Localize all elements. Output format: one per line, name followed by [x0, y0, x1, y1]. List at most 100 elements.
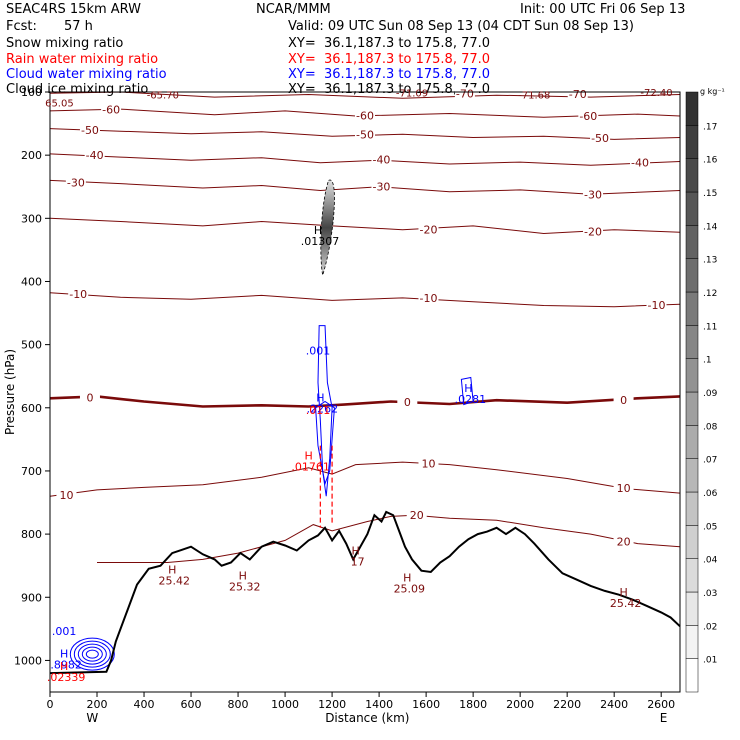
contour-label-bg [355, 128, 375, 141]
marker-h: H [351, 544, 359, 557]
contour-label: -70 [569, 88, 587, 101]
x-tick-label: 1200 [318, 698, 346, 711]
x-tick-label: 2600 [647, 698, 675, 711]
contour--10 [49, 292, 681, 308]
colorbar-label: .16 [703, 156, 718, 166]
colorbar-cell [685, 525, 699, 559]
hydrometeor-contours [69, 179, 474, 671]
contour-label-bg [630, 156, 651, 169]
contour-label: 0 [620, 394, 627, 407]
contour-label-bg [454, 87, 475, 100]
marker-value: .011 [306, 404, 331, 417]
x-tick-label: 400 [134, 698, 155, 711]
marker-value: .001 [306, 345, 331, 358]
colorbar-cell [685, 625, 699, 659]
colorbar-label: .07 [703, 456, 717, 466]
contour-label-bg [418, 223, 439, 236]
y-tick-label: 1000 [14, 654, 42, 667]
marker-h: H [60, 660, 68, 673]
marker-value: .8982 [50, 658, 82, 671]
contour-10 [49, 461, 681, 497]
contour-0 [49, 395, 681, 408]
contour-label-bg [418, 457, 439, 470]
marker-h: H [314, 224, 322, 237]
forecast-hour: 57 h [64, 19, 93, 34]
marker-h: H [316, 391, 324, 404]
colorbar-cell [685, 491, 699, 526]
y-tick-label: 100 [21, 86, 42, 99]
contour-label: -50 [356, 128, 374, 141]
marker-h: H [239, 570, 247, 583]
marker-value: .02339 [47, 671, 86, 684]
contour--30 [49, 179, 681, 195]
contour-extreme-label: 65.05 [45, 99, 74, 110]
plot-frame-group: 0 200 400 600 800 1000 1200 1400 1600 1800 2000 220… [3, 86, 681, 725]
contour-label: 0 [404, 396, 411, 409]
contour-label: 20 [410, 509, 424, 522]
contour-label: -40 [631, 157, 649, 170]
x-tick-label: 2200 [553, 698, 581, 711]
x-end-west: W [86, 711, 98, 725]
colorbar-cell [685, 191, 699, 226]
marker-h: H [403, 571, 411, 584]
colorbar-label: .17 [703, 122, 717, 132]
contour-label: -20 [419, 224, 437, 237]
x-tick-label: 600 [181, 698, 202, 711]
cloud-water-contour [81, 646, 103, 662]
contour-extreme-label: -72.40 [640, 88, 672, 99]
colorbar-label: .04 [703, 556, 718, 566]
x-tick-label: 2400 [600, 698, 628, 711]
cloud-water-contour [460, 376, 474, 406]
contour-label: -30 [372, 181, 390, 194]
field-rain-xy: XY= 36.1,187.3 to 175.8, 77.0 [288, 52, 491, 67]
colorbar-label: .06 [703, 489, 718, 499]
contour-label-bg [583, 188, 604, 201]
marker-h: H [304, 450, 312, 463]
colorbar-label: .15 [703, 189, 717, 199]
colorbar-cell [685, 391, 699, 426]
field-cloud-water-xy: XY= 36.1,187.3 to 175.8, 77.0 [288, 67, 491, 82]
init-time: Init: 00 UTC Fri 06 Sep 13 [520, 2, 686, 17]
snow-plume [320, 179, 335, 276]
contour-extreme-label: -71.68 [518, 90, 550, 101]
colorbar-label: .03 [703, 589, 717, 599]
contour-label: -50 [591, 132, 609, 145]
x-tick-label: 200 [87, 698, 108, 711]
colorbar-cell [685, 125, 699, 159]
marker-h: H [60, 647, 68, 660]
contour-label-bg [646, 298, 667, 311]
contour-label-bg [355, 109, 375, 122]
y-tick-label: 600 [21, 402, 42, 415]
x-end-east: E [660, 711, 668, 725]
contour-label: -70 [456, 87, 474, 100]
contour-label: -10 [419, 292, 437, 305]
contour-label-bg [578, 110, 599, 122]
colorbar-cell [685, 658, 699, 693]
colorbar-unit: g kg⁻¹ [700, 87, 725, 96]
y-tick-label: 200 [21, 149, 42, 162]
y-tick-label: 300 [21, 212, 42, 225]
y-tick-label: 700 [21, 465, 42, 478]
colorbar-label: .12 [703, 289, 717, 299]
contour-label-bg [101, 103, 122, 116]
contour-label: -30 [67, 176, 85, 189]
colorbar-label: .14 [703, 222, 718, 232]
valid-time: Valid: 09 UTC Sun 08 Sep 13 (04 CDT Sun … [288, 19, 634, 34]
marker-value: 25.09 [394, 582, 426, 595]
y-axis-label: Pressure (hPa) [3, 349, 17, 435]
contour-label: 20 [617, 536, 631, 549]
contour--20 [49, 217, 681, 235]
contour-label-bg [68, 288, 89, 301]
colorbar-label: .1 [703, 356, 712, 366]
contour-label-bg [613, 482, 634, 494]
contour-label-bg [590, 132, 611, 145]
contour--40 [49, 153, 681, 166]
contour-label-bg [79, 123, 100, 136]
contour-label: -40 [372, 154, 390, 167]
marker-h: H [168, 563, 176, 576]
marker-value: 25.42 [610, 597, 642, 610]
contour-label: 10 [617, 482, 631, 495]
colorbar-cell [685, 458, 699, 493]
marker-value: .01761 [291, 461, 330, 474]
